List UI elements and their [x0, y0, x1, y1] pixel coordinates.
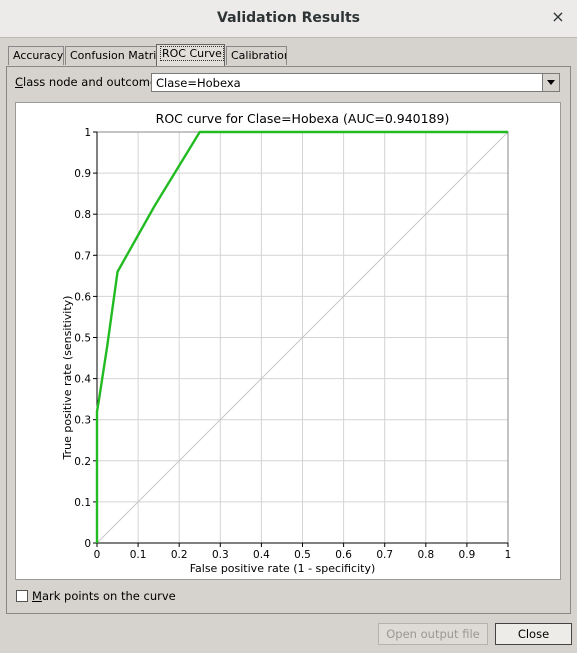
x-tick-label: 0.8 [417, 549, 434, 561]
roc-chart: ROC curve for Clase=Hobexa (AUC=0.940189… [15, 102, 561, 580]
y-tick-label: 0.9 [74, 168, 91, 180]
mark-points-label-mnemonic: M [32, 589, 42, 603]
y-tick-label: 0.2 [74, 456, 91, 468]
class-node-select-value: Clase=Hobexa [156, 76, 241, 90]
y-tick-label: 0.3 [74, 415, 91, 427]
class-node-label-text: lass node and outcome [23, 75, 158, 89]
x-tick-label: 0.7 [376, 549, 393, 561]
mark-points-label[interactable]: Mark points on the curve [32, 589, 176, 603]
x-tick-label: 0.2 [171, 549, 188, 561]
x-tick-label: 0.4 [253, 549, 270, 561]
y-tick-label: 1 [84, 127, 91, 139]
roc-curve-line [95, 130, 508, 543]
class-node-label-mnemonic: C [15, 75, 24, 89]
tab-calibration[interactable]: Calibration [226, 46, 287, 65]
title-bar: Validation Results × [0, 0, 577, 38]
class-node-label: Class node and outcome [15, 75, 157, 89]
x-axis-label: False positive rate (1 - specificity) [190, 562, 376, 575]
y-tick-label: 0.6 [74, 291, 91, 303]
x-tick-label: 0.5 [294, 549, 311, 561]
close-icon[interactable]: × [551, 7, 565, 26]
chevron-down-icon[interactable] [542, 74, 559, 91]
tab-confusion-matrix-label: Confusion Matrix [70, 49, 157, 62]
y-tick-label: 0 [84, 538, 91, 550]
tab-accuracy[interactable]: Accuracy [8, 46, 64, 65]
x-tick-label: 0.1 [130, 549, 147, 561]
x-tick-label: 0.3 [212, 549, 229, 561]
tab-calibration-label: Calibration [231, 49, 287, 62]
y-tick-label: 0.7 [74, 250, 91, 262]
tab-roc-curve-label: ROC Curve [160, 46, 224, 61]
mark-points-checkbox[interactable] [16, 590, 28, 602]
tab-accuracy-label: Accuracy [13, 49, 64, 62]
window-title: Validation Results [217, 10, 360, 26]
tab-confusion-matrix[interactable]: Confusion Matrix [65, 46, 157, 65]
y-tick-label: 0.1 [74, 497, 91, 509]
mark-points-label-text: ark points on the curve [41, 589, 176, 603]
roc-chart-svg: ROC curve for Clase=Hobexa (AUC=0.940189… [61, 111, 512, 575]
close-button[interactable]: Close [495, 623, 572, 645]
y-axis-label: True positive rate (sensitivity) [61, 296, 74, 461]
x-tick-label: 0.9 [459, 549, 476, 561]
chart-title: ROC curve for Clase=Hobexa (AUC=0.940189… [156, 111, 450, 126]
y-tick-label: 0.5 [74, 333, 91, 345]
x-tick-label: 1 [505, 549, 512, 561]
class-node-select[interactable]: Clase=Hobexa [151, 73, 560, 92]
tab-roc-curve[interactable]: ROC Curve [156, 44, 225, 66]
x-tick-label: 0 [94, 549, 101, 561]
y-tick-label: 0.8 [74, 209, 91, 221]
diagonal-reference-line [96, 131, 509, 544]
x-tick-label: 0.6 [335, 549, 352, 561]
open-output-file-button[interactable]: Open output file [378, 623, 488, 645]
y-tick-label: 0.4 [74, 374, 91, 386]
